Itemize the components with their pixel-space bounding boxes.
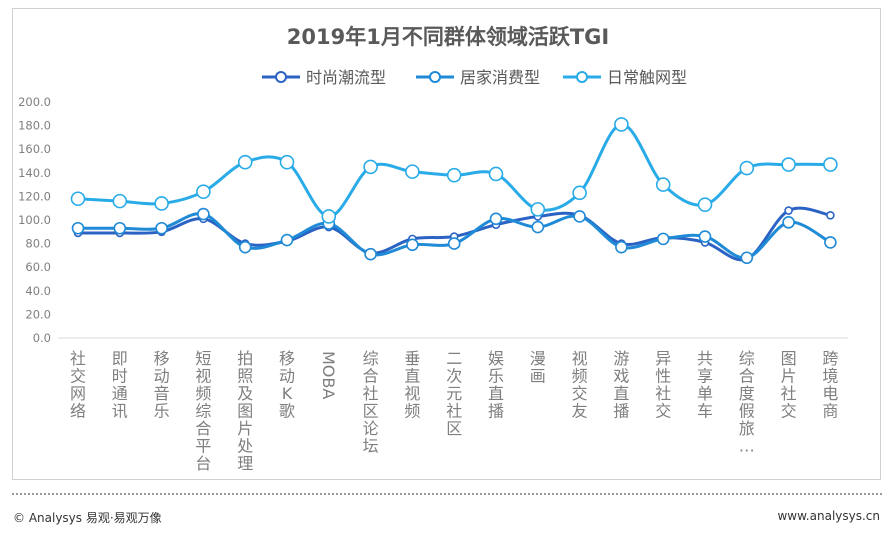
x-tick-label: 二次元社区 [446,349,462,438]
x-tick-label: 短视频综合平台 [195,349,211,473]
x-tick-label: 视频交友 [572,349,588,421]
series-group [71,207,837,265]
data-point[interactable] [824,236,837,249]
series-layer [70,117,838,265]
data-point[interactable] [782,216,795,229]
y-axis: 0.0 20.0 40.0 60.0 80.0 100.0 120.0 140.0 160.0 1… [18,95,51,345]
data-point[interactable] [405,164,420,179]
x-tick-label: 拍照及图片处理 [237,349,253,473]
legend-label: 日常触网型 [607,68,687,87]
data-point[interactable] [154,196,169,211]
x-tick-label: 娱乐直播 [488,349,504,421]
data-point[interactable] [70,191,86,207]
x-tick-label: 移动音乐 [154,349,170,421]
data-point[interactable] [155,221,168,235]
legend-marker [429,71,441,83]
data-point[interactable] [531,220,545,234]
data-point[interactable] [364,247,377,261]
data-point[interactable] [656,232,670,246]
y-tick-label: 0.0 [33,331,51,345]
data-point[interactable] [196,184,211,199]
data-point[interactable] [112,193,128,209]
data-point[interactable] [572,185,587,201]
data-point[interactable] [321,209,337,224]
legend-item[interactable]: 时尚潮流型 [262,68,386,87]
y-tick-label: 100.0 [18,213,51,227]
data-point[interactable] [363,159,378,175]
y-tick-label: 60.0 [25,260,51,274]
series-group [70,117,838,224]
data-point[interactable] [446,167,462,183]
legend-item[interactable]: 居家消费型 [416,68,540,87]
y-tick-label: 20.0 [25,307,51,321]
data-point[interactable] [238,240,252,254]
y-tick-label: 40.0 [25,284,51,298]
footer-website-link[interactable]: www.analysys.cn [777,509,880,523]
y-tick-label: 120.0 [18,189,51,203]
legend-marker [576,71,588,83]
footer-divider [12,493,882,495]
data-point[interactable] [655,177,671,192]
data-point[interactable] [784,206,793,215]
data-point[interactable] [530,202,546,217]
x-tick-label: 综合社区论坛 [363,349,379,456]
data-point[interactable] [823,157,838,172]
legend-label: 居家消费型 [460,68,540,87]
data-point[interactable] [488,166,504,182]
data-point[interactable] [740,251,754,265]
data-point[interactable] [615,240,628,254]
footer-copyright: © Analysys 易观·易观万像 [13,511,162,525]
data-point[interactable] [197,207,210,221]
data-point[interactable] [614,117,629,132]
y-tick-label: 80.0 [25,237,51,251]
x-axis: 社交网络 即时通讯 移动音乐 短视频综合平台 拍照及图片处理 移动 K 歌 MOBA 综合社区论坛… [58,337,848,473]
data-point[interactable] [826,210,835,220]
data-point[interactable] [71,221,85,235]
x-tick-label: 异性社交 [655,349,671,421]
x-tick-label: 综合度假旅… [739,349,755,456]
x-tick-label: 共享单车 [697,349,713,421]
data-point[interactable] [697,197,713,212]
data-point[interactable] [237,154,253,170]
x-tick-label: 垂直视频 [404,349,420,421]
data-point[interactable] [781,157,796,172]
chart-title: 2019年1月不同群体领域活跃TGI [287,25,609,49]
x-tick-label: 跨境电商 [822,349,838,421]
data-point[interactable] [280,233,294,247]
data-point[interactable] [489,212,503,226]
legend-label: 时尚潮流型 [306,68,386,87]
x-tick-label: 即时通讯 [112,349,128,421]
legend-marker [275,71,287,83]
data-point[interactable] [113,221,127,235]
data-point[interactable] [279,154,295,170]
legend: 时尚潮流型 居家消费型 日常触网型 [262,68,687,87]
x-tick-label: 游戏直播 [613,349,629,421]
x-tick-label: 移动 K 歌 [279,349,295,421]
y-tick-label: 160.0 [18,142,51,156]
data-point[interactable] [739,160,755,176]
data-point[interactable] [698,230,712,243]
x-tick-label: MOBA [319,351,338,399]
legend-item[interactable]: 日常触网型 [563,68,687,87]
data-point[interactable] [406,238,419,252]
y-tick-label: 180.0 [18,119,51,133]
y-tick-label: 140.0 [18,166,51,180]
x-tick-label: 漫画 [530,349,546,386]
data-point[interactable] [447,237,461,250]
y-tick-label: 200.0 [18,95,51,109]
data-point[interactable] [573,210,586,223]
x-tick-label: 社交网络 [70,349,86,421]
x-tick-label: 图片社交 [781,349,797,421]
